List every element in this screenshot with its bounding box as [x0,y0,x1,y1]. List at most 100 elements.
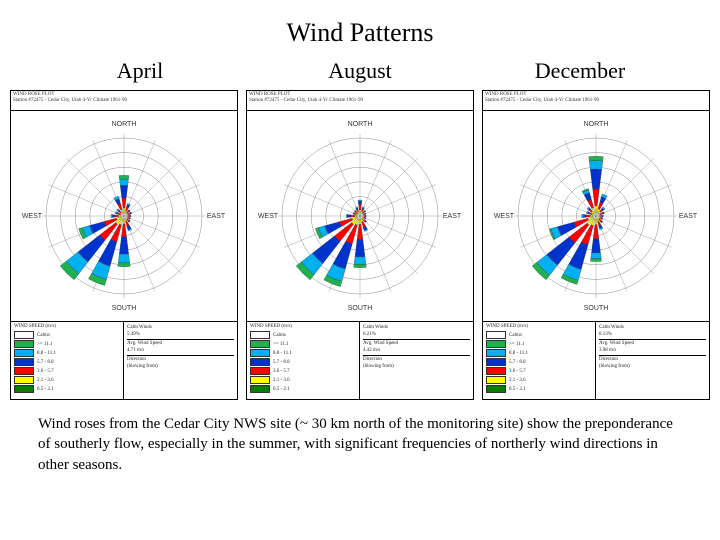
legend-label: 0.5 - 2.1 [273,387,290,392]
legend: WIND SPEED (m/s) Calms >= 11.1 8.8 - 11.1 5.… [483,322,596,399]
radial-guide [538,158,596,216]
windrose-wedge [591,253,601,259]
windrose-wedge [357,224,363,239]
legend-swatch [14,331,34,339]
legend-title: WIND SPEED (m/s) [486,324,592,329]
legend-label: 8.8 - 11.1 [273,351,292,356]
legend-item: 8.8 - 11.1 [14,349,120,357]
legend-swatch [14,340,34,348]
legend-label: Calms [509,333,522,338]
legend-label: >= 11.1 [509,342,524,347]
legend-label: 2.1 - 3.6 [509,378,526,383]
legend: WIND SPEED (m/s)Calms>= 11.18.8 - 11.15.… [11,322,124,399]
windrose-wedge [363,216,364,217]
windrose-wedge [358,201,362,204]
legend-swatch [486,349,506,357]
legend-item: >= 11.1 [14,340,120,348]
legend-item: >= 11.1 [486,340,592,348]
windrose-wedge [119,179,128,186]
windrose-wedge [119,175,129,179]
panel-header: WIND ROSE PLOTStation #72475 - Cedar Cit… [247,91,473,111]
windrose-wedge [590,258,601,261]
windrose-wedge [591,239,600,253]
legend-item: Calms [14,331,120,339]
month-label: December [470,58,690,84]
windrose-wedge [582,214,584,217]
legend-item: >= 11.1 [250,340,356,348]
meta-orientation: Direction(blowing from) [599,356,706,371]
meta-avg: Avg. Wind Speed4.42 m/s [363,340,470,356]
windrose-wedge [595,206,597,213]
month-labels-row: April August December [0,58,720,84]
compass-label: SOUTH [584,305,609,312]
windrose-wedge [123,219,125,224]
month-label: August [250,58,470,84]
windrose-wedge [118,215,121,216]
windrose-wedge [600,215,601,216]
legend-label: 3.6 - 5.7 [37,369,54,374]
compass-label: NORTH [348,121,373,128]
meta-orientation: Direction(blowing from) [363,356,470,371]
legend-swatch [486,331,506,339]
compass-label: NORTH [112,121,137,128]
legend-swatch [14,385,34,393]
compass-label: EAST [207,213,226,220]
windrose-wedge [590,169,601,189]
page-title: Wind Patterns [0,18,720,48]
compass-label: EAST [443,213,462,220]
windrose-wedge [593,189,600,206]
windrose-wedge [354,264,367,268]
legend-swatch [250,331,270,339]
windrose-wedge [602,215,603,217]
legend-label: >= 11.1 [273,342,288,347]
legend-item: 0.5 - 2.1 [250,385,356,393]
legend: WIND SPEED (m/s)Calms>= 11.18.8 - 11.15.… [247,322,360,399]
panel-header: WIND ROSE PLOTStation #72475 - Cedar Cit… [483,91,709,111]
legend-label: 5.7 - 8.8 [273,360,290,365]
legend-swatch [486,385,506,393]
windrose-wedge [347,214,350,217]
radial-guide [596,158,654,216]
windrose-wedge [346,214,347,217]
legend-swatch [486,367,506,375]
windrose-panel: WIND ROSE PLOTStation #72475 - Cedar Cit… [10,90,238,400]
windrose-wedge [118,254,129,263]
compass-label: EAST [679,213,698,220]
legend-swatch [250,367,270,375]
windrose-wedge [586,215,590,217]
legend-label: 5.7 - 8.8 [509,360,526,365]
radial-guide [596,216,654,274]
windrose-wedge [365,215,366,217]
legend-item: 3.6 - 5.7 [250,367,356,375]
windrose-wedge [122,198,126,208]
legend-swatch [250,385,270,393]
legend-item: 8.8 - 11.1 [486,349,592,357]
windrose-wedge [123,208,125,213]
windrose-row: WIND ROSE PLOTStation #72475 - Cedar Cit… [0,90,720,400]
legend-item: 2.1 - 3.6 [250,376,356,384]
legend-label: 8.8 - 11.1 [37,351,56,356]
legend-swatch [250,340,270,348]
figure-caption: Wind roses from the Cedar City NWS site … [0,400,720,475]
windrose-wedge [354,257,366,265]
windrose-svg: NORTHEASTSOUTHWEST [491,116,701,316]
meta-calm: Calm Winds6.21% [363,324,470,340]
windrose-wedge [351,215,355,217]
windrose-wedge [120,185,127,198]
legend-swatch [14,376,34,384]
windrose-wedge [111,214,112,217]
radial-guide [360,216,418,274]
windrose-wedge [359,204,362,209]
panel-meta: Calm Winds8.13%Avg. Wind Speed3.98 m/sDi… [596,322,709,399]
legend-label: 0.5 - 2.1 [509,387,526,392]
meta-avg: Avg. Wind Speed4.71 m/s [127,340,234,356]
windrose-wedge [595,219,597,225]
windrose-wedge [589,161,603,170]
legend-label: >= 11.1 [37,342,52,347]
meta-calm: Calm Winds5.49% [127,324,234,340]
windrose-wedge [118,263,130,267]
legend-swatch [250,349,270,357]
legend-label: 2.1 - 3.6 [37,378,54,383]
panel-meta: Calm Winds6.21%Avg. Wind Speed4.42 m/sDi… [360,322,473,399]
meta-calm: Calm Winds8.13% [599,324,706,340]
